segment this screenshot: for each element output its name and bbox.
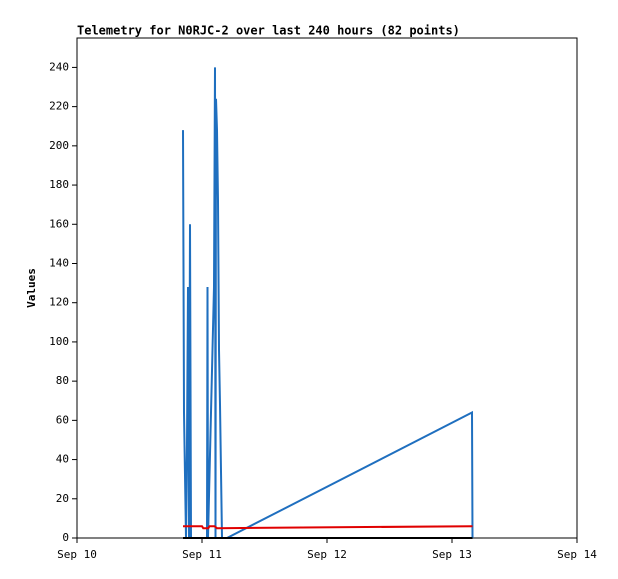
y-tick-label: 80 xyxy=(56,374,69,387)
y-tick-label: 100 xyxy=(49,335,69,348)
chart-title: Telemetry for N0RJC-2 over last 240 hour… xyxy=(77,24,460,38)
y-tick-label: 180 xyxy=(49,178,69,191)
y-tick-label: 220 xyxy=(49,100,69,113)
y-tick-label: 60 xyxy=(56,413,69,426)
y-tick-label: 160 xyxy=(49,217,69,230)
plot-frame xyxy=(76,37,578,539)
x-tick-label: Sep 12 xyxy=(307,548,347,561)
y-tick-label: 40 xyxy=(56,453,69,466)
y-tick-label: 240 xyxy=(49,60,69,73)
x-tick-label: Sep 11 xyxy=(182,548,222,561)
y-tick-label: 20 xyxy=(56,492,69,505)
x-tick-label: Sep 13 xyxy=(432,548,472,561)
y-tick-label: 120 xyxy=(49,296,69,309)
y-tick-label: 0 xyxy=(62,531,69,544)
y-tick-label: 200 xyxy=(49,139,69,152)
x-tick-label: Sep 14 xyxy=(557,548,597,561)
x-tick-label: Sep 10 xyxy=(57,548,97,561)
series-line xyxy=(183,525,473,530)
series-line xyxy=(182,67,474,539)
y-tick-label: 140 xyxy=(49,256,69,269)
y-axis-label: Values xyxy=(25,268,38,308)
